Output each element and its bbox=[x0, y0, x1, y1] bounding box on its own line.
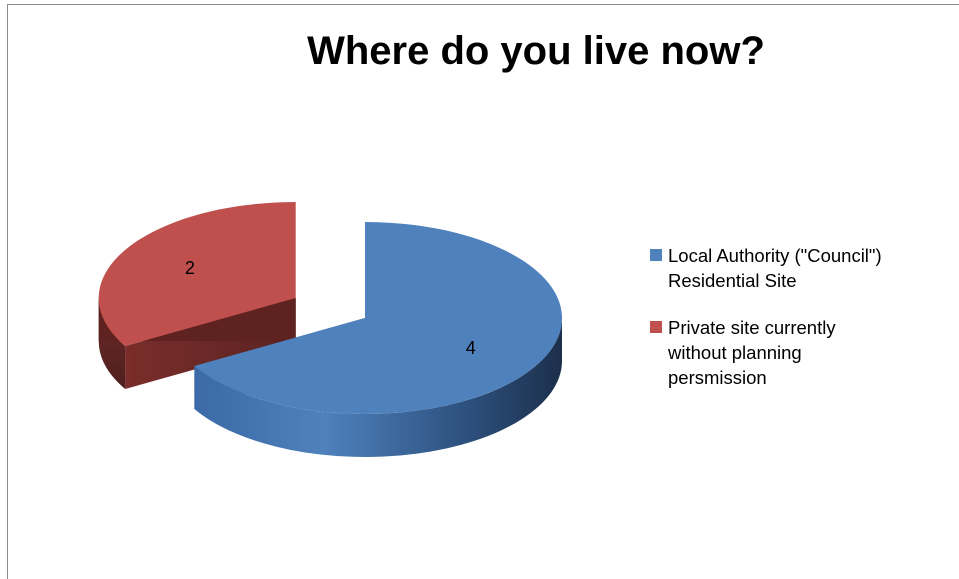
chart-title: Where do you live now? bbox=[307, 29, 765, 73]
data-label-council: 4 bbox=[466, 338, 476, 358]
legend-label-private: Private site currently without planning … bbox=[668, 317, 836, 388]
legend-swatch-private bbox=[650, 321, 662, 333]
legend-item-council: Local Authority ("Council") Residential … bbox=[650, 243, 950, 293]
pie-slice-private bbox=[98, 202, 296, 389]
legend: Local Authority ("Council") Residential … bbox=[650, 243, 950, 412]
pie-slice-council bbox=[194, 222, 562, 458]
data-label-private: 2 bbox=[185, 258, 195, 278]
legend-label-council: Local Authority ("Council") Residential … bbox=[668, 245, 882, 291]
legend-item-private: Private site currently without planning … bbox=[650, 315, 950, 390]
legend-swatch-council bbox=[650, 249, 662, 261]
